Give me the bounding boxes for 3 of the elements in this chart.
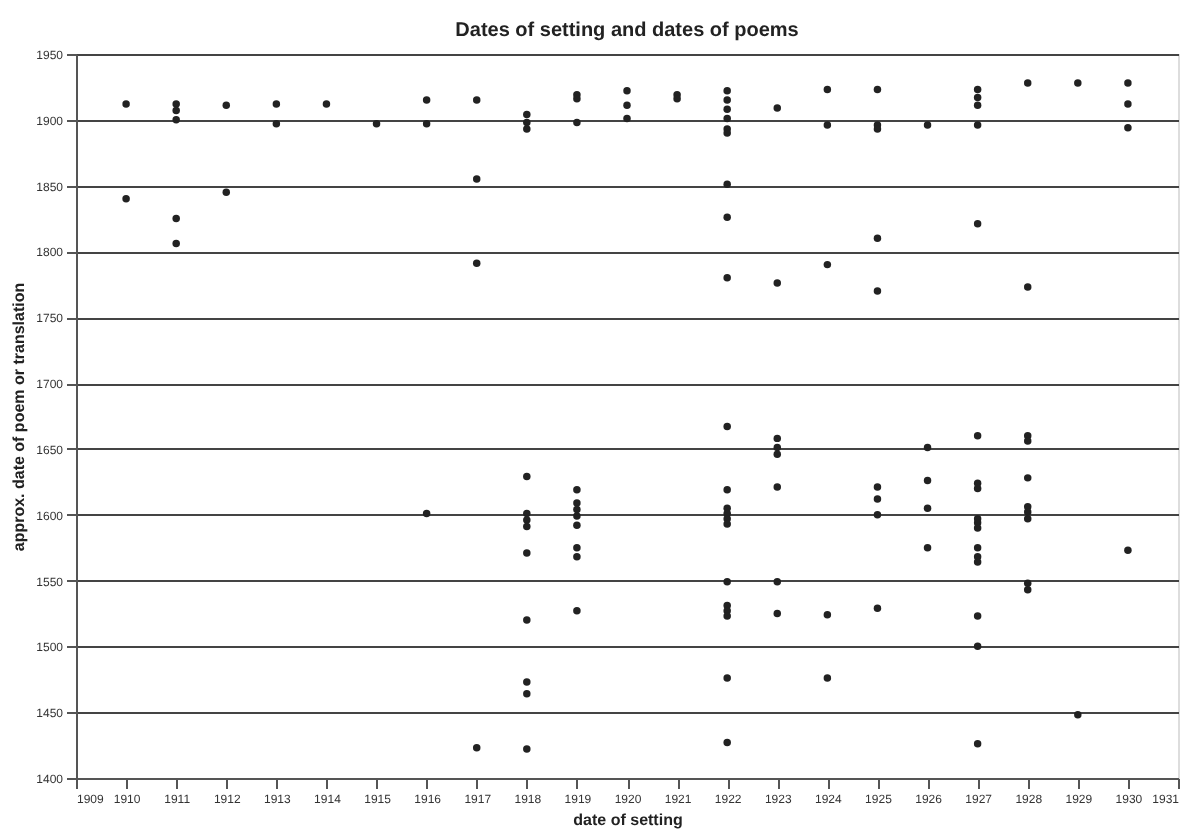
x-axis-title: date of setting (573, 811, 683, 829)
chart-title: Dates of setting and dates of poems (455, 20, 800, 42)
y-axis-title: approx. date of poem or translation (10, 282, 29, 552)
